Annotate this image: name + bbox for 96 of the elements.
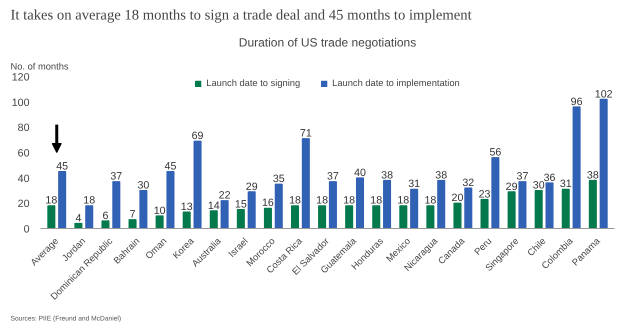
legend-label: Launch date to implementation bbox=[332, 78, 460, 88]
bar bbox=[328, 181, 337, 228]
y-tick-label: 20 bbox=[18, 198, 30, 210]
bar bbox=[534, 190, 543, 228]
data-label: 23 bbox=[478, 188, 491, 200]
data-label: 18 bbox=[289, 194, 302, 207]
data-label: 29 bbox=[246, 180, 258, 193]
data-label: 18 bbox=[343, 194, 356, 207]
data-label: 6 bbox=[102, 210, 109, 222]
data-label: 37 bbox=[516, 170, 528, 183]
data-label: 69 bbox=[192, 130, 204, 142]
bar bbox=[47, 205, 56, 228]
y-tick-label: 60 bbox=[18, 148, 30, 160]
data-label: 96 bbox=[570, 96, 583, 108]
data-label: 36 bbox=[544, 172, 556, 184]
bar bbox=[383, 180, 392, 228]
bar bbox=[220, 200, 229, 228]
data-label: 37 bbox=[326, 170, 339, 183]
chart-subtitle: Duration of US trade negotiations bbox=[238, 36, 416, 50]
data-label: 37 bbox=[110, 170, 122, 183]
data-label: 40 bbox=[354, 166, 366, 179]
bar bbox=[248, 191, 256, 228]
data-label: 102 bbox=[594, 88, 613, 100]
bar bbox=[236, 209, 245, 228]
bar bbox=[453, 202, 462, 228]
data-label: 18 bbox=[424, 194, 436, 207]
data-label: 4 bbox=[75, 212, 82, 224]
y-axis-title: No. of months bbox=[10, 62, 69, 72]
bar bbox=[58, 171, 66, 228]
bar bbox=[372, 205, 380, 228]
data-label: 30 bbox=[532, 180, 545, 192]
legend-label: Launch date to signing bbox=[206, 78, 300, 88]
bar bbox=[74, 222, 82, 228]
bar bbox=[264, 208, 272, 228]
data-label: 10 bbox=[154, 204, 166, 217]
chart-title: It takes on average 18 months to sign a trade deal and 45 months to implement bbox=[10, 8, 472, 24]
data-label: 71 bbox=[300, 128, 312, 140]
y-tick-label: 100 bbox=[12, 96, 30, 109]
data-label: 16 bbox=[262, 197, 274, 210]
bar bbox=[491, 157, 500, 228]
data-label: 15 bbox=[234, 198, 247, 210]
data-label: 22 bbox=[218, 190, 231, 202]
bar bbox=[464, 187, 472, 228]
data-label: 56 bbox=[489, 146, 502, 159]
data-label: 38 bbox=[586, 169, 599, 182]
data-label: 29 bbox=[506, 180, 518, 193]
bar bbox=[112, 181, 120, 228]
bar bbox=[562, 188, 570, 228]
bar bbox=[85, 205, 94, 228]
data-label: 18 bbox=[370, 194, 382, 207]
bar bbox=[274, 184, 283, 228]
bar bbox=[345, 205, 354, 228]
bar bbox=[518, 181, 526, 228]
bar bbox=[210, 210, 218, 228]
bar bbox=[194, 140, 202, 228]
bar bbox=[166, 171, 174, 228]
bar bbox=[426, 205, 434, 228]
data-label: 18 bbox=[316, 194, 328, 207]
data-label: 20 bbox=[452, 192, 464, 204]
y-tick-label: 40 bbox=[18, 172, 30, 185]
data-label: 38 bbox=[435, 169, 448, 182]
data-label: 30 bbox=[137, 180, 150, 192]
bar bbox=[399, 205, 408, 228]
bar bbox=[156, 215, 164, 228]
data-label: 45 bbox=[164, 160, 176, 172]
bar bbox=[128, 219, 137, 228]
bar bbox=[290, 205, 300, 228]
bar bbox=[572, 106, 581, 228]
bar bbox=[588, 180, 597, 228]
bar bbox=[139, 190, 148, 228]
data-label: 45 bbox=[56, 160, 68, 172]
data-label: 13 bbox=[180, 201, 193, 214]
bar bbox=[182, 212, 191, 228]
data-label: 14 bbox=[208, 200, 220, 212]
data-label: 18 bbox=[45, 194, 58, 207]
bar bbox=[410, 188, 418, 228]
y-tick-label: 80 bbox=[18, 122, 30, 134]
bar bbox=[437, 180, 446, 228]
data-label: 35 bbox=[272, 173, 285, 186]
bar bbox=[508, 191, 516, 228]
data-label: 38 bbox=[381, 169, 394, 182]
bar bbox=[302, 138, 310, 228]
data-label: 31 bbox=[408, 178, 420, 190]
data-label: 32 bbox=[462, 176, 474, 189]
bar bbox=[356, 177, 364, 228]
bar bbox=[101, 220, 110, 228]
bar bbox=[318, 205, 326, 228]
bar bbox=[600, 98, 608, 228]
data-label: 31 bbox=[560, 178, 572, 190]
data-label: 18 bbox=[83, 194, 96, 207]
y-tick-label: 120 bbox=[12, 72, 30, 84]
bar bbox=[480, 198, 489, 228]
data-label: 18 bbox=[397, 194, 410, 207]
bar bbox=[546, 182, 554, 228]
y-tick-label: 0 bbox=[24, 224, 30, 236]
data-label: 7 bbox=[130, 208, 136, 221]
